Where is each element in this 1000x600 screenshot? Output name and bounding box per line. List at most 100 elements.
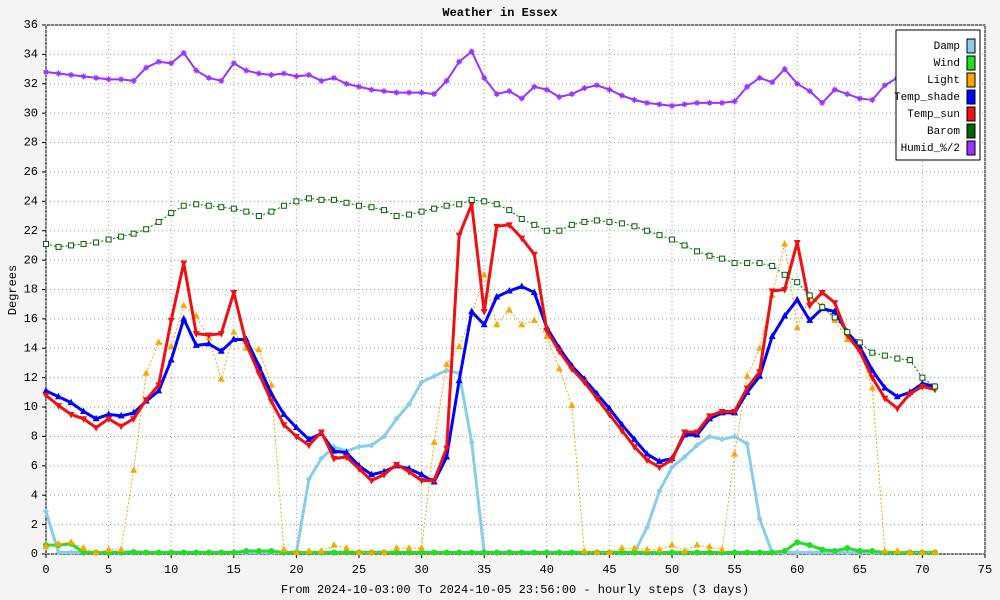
point <box>418 89 425 96</box>
point <box>142 397 150 404</box>
point <box>443 445 451 453</box>
point <box>217 331 225 338</box>
point <box>418 379 425 386</box>
point <box>856 339 863 346</box>
point <box>844 549 851 556</box>
point <box>481 74 488 81</box>
point <box>556 94 563 101</box>
legend-swatch <box>966 123 976 139</box>
point <box>794 539 801 546</box>
series <box>43 195 938 390</box>
point <box>869 96 876 103</box>
point <box>280 202 287 209</box>
point <box>781 287 789 294</box>
point <box>43 69 49 76</box>
point <box>143 64 150 71</box>
point <box>806 303 814 310</box>
x-tick-label: 15 <box>227 563 241 577</box>
point <box>67 398 75 406</box>
point <box>881 547 889 554</box>
point <box>80 549 87 556</box>
point <box>568 366 576 373</box>
point <box>555 348 563 356</box>
point <box>168 60 175 67</box>
legend-label: Humid_%/2 <box>901 143 960 155</box>
legend-swatch <box>966 55 976 71</box>
point <box>844 329 851 336</box>
x-tick-label: 55 <box>727 563 741 577</box>
point <box>406 401 413 408</box>
point <box>931 383 938 390</box>
point <box>793 239 801 247</box>
point <box>681 429 689 437</box>
point <box>806 316 814 323</box>
point <box>42 386 50 394</box>
legend: Damp Wind Light Temp_shade Temp_sun Barom Humi… <box>894 29 981 161</box>
point <box>580 379 588 387</box>
point <box>630 544 638 551</box>
point <box>280 545 288 553</box>
point <box>218 204 225 211</box>
point <box>769 549 776 556</box>
point <box>543 332 551 340</box>
point <box>142 369 150 376</box>
point <box>518 95 525 102</box>
point <box>706 433 713 440</box>
legend-label: Wind <box>934 58 960 70</box>
point <box>918 548 926 556</box>
point <box>431 205 438 212</box>
point <box>155 218 162 225</box>
point <box>681 454 688 461</box>
x-tick-label: 60 <box>790 563 804 577</box>
point <box>305 547 313 554</box>
point <box>694 99 701 106</box>
y-tick-label: 22 <box>24 224 38 238</box>
point <box>656 487 663 494</box>
point <box>618 428 626 435</box>
x-tick-label: 20 <box>289 563 303 577</box>
point <box>605 411 613 419</box>
point <box>819 304 826 311</box>
point <box>342 544 350 551</box>
point <box>868 383 876 391</box>
point <box>630 435 638 442</box>
point <box>568 401 576 409</box>
point <box>493 549 500 556</box>
point <box>643 457 651 464</box>
point <box>368 442 375 449</box>
point <box>418 549 425 556</box>
point <box>205 74 212 81</box>
point <box>230 60 237 67</box>
point <box>255 213 262 220</box>
point <box>694 549 701 556</box>
point <box>405 469 413 476</box>
point <box>669 549 675 556</box>
point <box>355 466 363 473</box>
point <box>468 196 475 203</box>
point <box>167 317 175 325</box>
legend-label: Temp_sun <box>907 109 960 121</box>
point <box>180 202 187 209</box>
point <box>506 549 513 556</box>
point <box>493 292 501 300</box>
point <box>368 548 376 556</box>
point <box>744 440 751 447</box>
point <box>631 96 638 103</box>
point <box>105 76 112 83</box>
point <box>819 99 826 106</box>
x-tick-label: 65 <box>853 563 867 577</box>
point <box>293 73 300 80</box>
x-tick-label: 0 <box>42 563 49 577</box>
point <box>480 270 488 278</box>
y-tick-label: 34 <box>24 48 38 62</box>
point <box>418 208 425 215</box>
point <box>581 218 588 225</box>
point <box>393 549 400 556</box>
point <box>881 383 889 391</box>
point <box>280 70 287 77</box>
point <box>505 286 513 294</box>
point <box>443 202 450 209</box>
point <box>55 70 62 77</box>
point <box>656 101 663 108</box>
